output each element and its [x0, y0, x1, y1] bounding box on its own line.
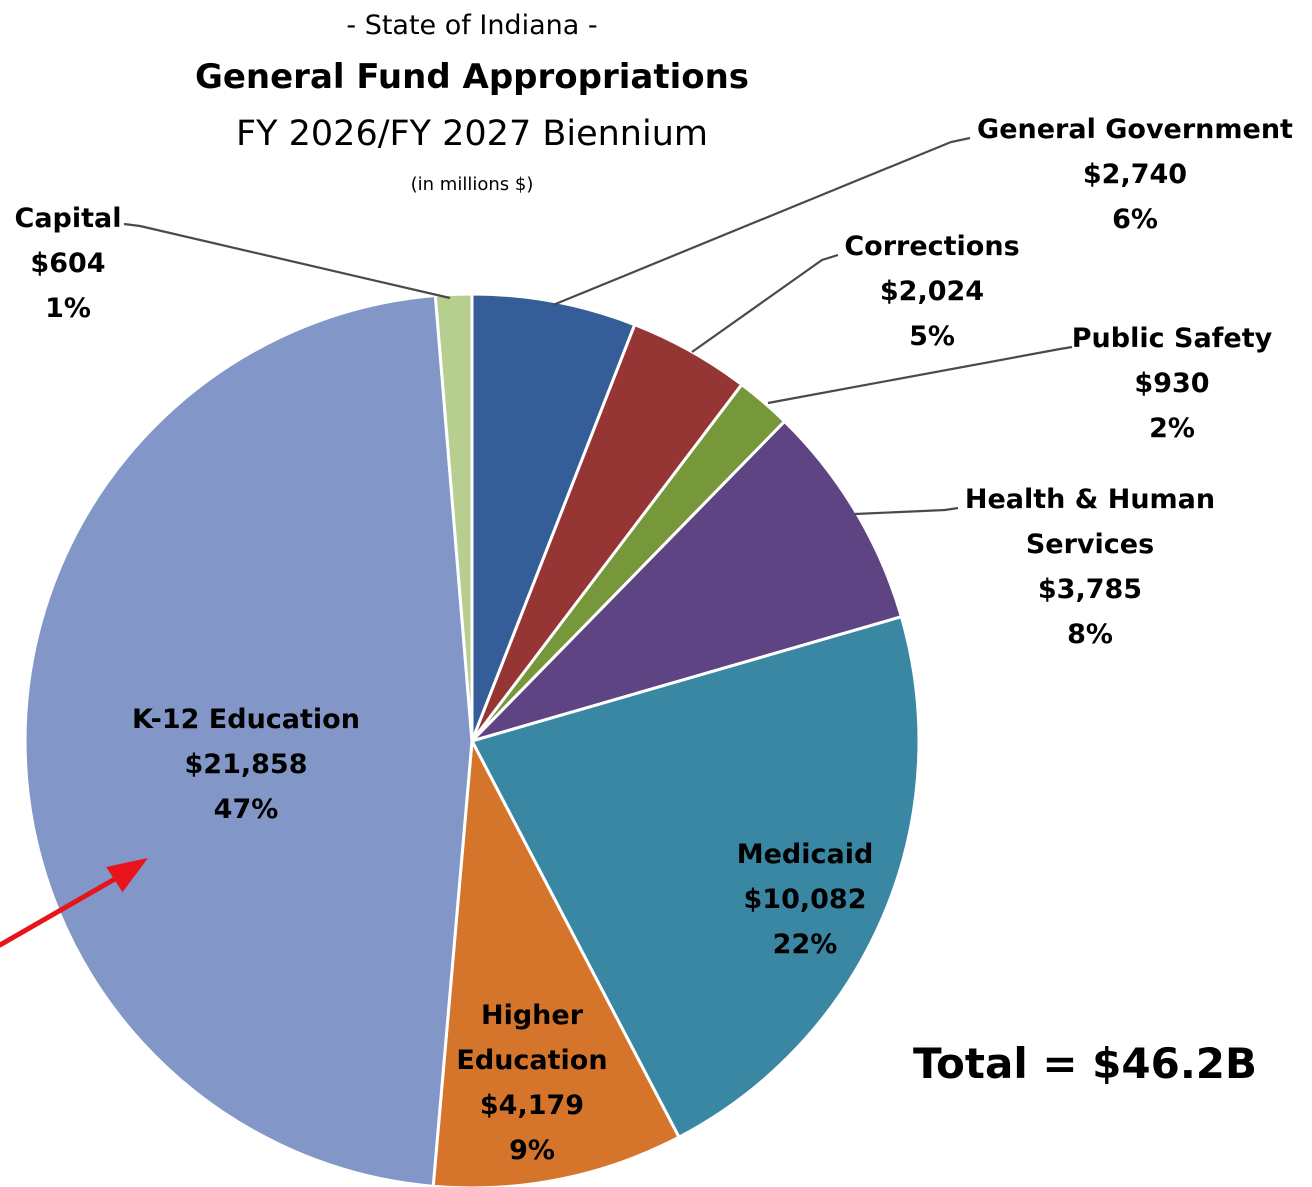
slice-label-name: Medicaid — [737, 839, 874, 870]
slice-label-value: $10,082 — [744, 884, 867, 915]
chart-supertitle: - State of Indiana - — [346, 10, 597, 41]
pie-slice-higher-education — [431, 739, 681, 1187]
total-label: Total = $46.2B — [913, 1039, 1257, 1088]
pie-slice-medicaid — [470, 615, 921, 1139]
leader-line-health-and-human-services — [854, 506, 959, 516]
leader-line-general-government — [552, 136, 971, 307]
slice-label-percent: 22% — [773, 929, 838, 960]
annotation-arrow-line — [0, 873, 123, 948]
slice-label-name: Public Safety — [1072, 323, 1273, 354]
slice-label-value: $4,179 — [480, 1090, 584, 1121]
slice-label-percent: 5% — [909, 321, 955, 352]
slice-label-value: $21,858 — [185, 749, 308, 780]
slice-label-percent: 9% — [509, 1135, 555, 1166]
slice-label-value: $604 — [30, 248, 105, 279]
slice-label-medicaid: Medicaid $10,082 22% — [737, 839, 874, 960]
slice-label-percent: 6% — [1112, 204, 1158, 235]
chart-subtitle: FY 2026/FY 2027 Biennium — [236, 114, 708, 154]
slice-label-k-12-education: K-12 Education $21,858 47% — [132, 704, 360, 825]
pie-slice-k-12-education — [23, 294, 474, 1187]
slice-label-corrections: Corrections $2,024 5% — [844, 231, 1019, 352]
leader-line-public-safety — [767, 345, 1073, 405]
chart-title: General Fund Appropriations — [195, 57, 749, 97]
slice-label-percent: 2% — [1149, 413, 1195, 444]
chart-units: (in millions $) — [411, 174, 534, 195]
slice-label-name: K-12 Education — [132, 704, 360, 735]
slice-label-percent: 47% — [214, 794, 279, 825]
slice-label-name: Corrections — [844, 231, 1019, 262]
slice-label-percent: 8% — [1067, 619, 1113, 650]
pie-slice-general-government — [470, 292, 637, 743]
slice-label-capital: Capital $604 1% — [15, 203, 122, 324]
slice-label-higher-education: Higher Education $4,179 9% — [456, 1000, 607, 1166]
slice-label-name: Capital — [15, 203, 122, 234]
leader-lines — [123, 136, 1073, 516]
slice-label-value: $3,785 — [1038, 574, 1142, 605]
slice-label-name: Higher — [481, 1000, 584, 1031]
slice-label-value: $2,740 — [1083, 159, 1187, 190]
pie-slices — [23, 292, 921, 1187]
slice-label-general-government: General Government $2,740 6% — [977, 114, 1293, 235]
slice-label-value: $2,024 — [880, 276, 984, 307]
slice-label-name: Services — [1026, 529, 1154, 560]
slice-label-percent: 1% — [45, 293, 91, 324]
slice-label-name: General Government — [977, 114, 1293, 145]
pie-slice-health-and-human-services — [470, 419, 903, 743]
slice-label-health-and-human-services: Health & Human Services $3,785 8% — [965, 484, 1215, 650]
slice-label-public-safety: Public Safety $930 2% — [1072, 323, 1273, 444]
slice-label-name: Education — [456, 1045, 607, 1076]
leader-line-corrections — [691, 253, 839, 353]
annotation-arrow — [0, 858, 148, 948]
slice-labels: General Government $2,740 6% Corrections $2,… — [15, 114, 1294, 1166]
slice-label-name: Health & Human — [965, 484, 1215, 515]
slice-label-value: $930 — [1134, 368, 1209, 399]
leader-line-capital — [123, 222, 451, 300]
annotation-arrow-head — [106, 858, 148, 893]
